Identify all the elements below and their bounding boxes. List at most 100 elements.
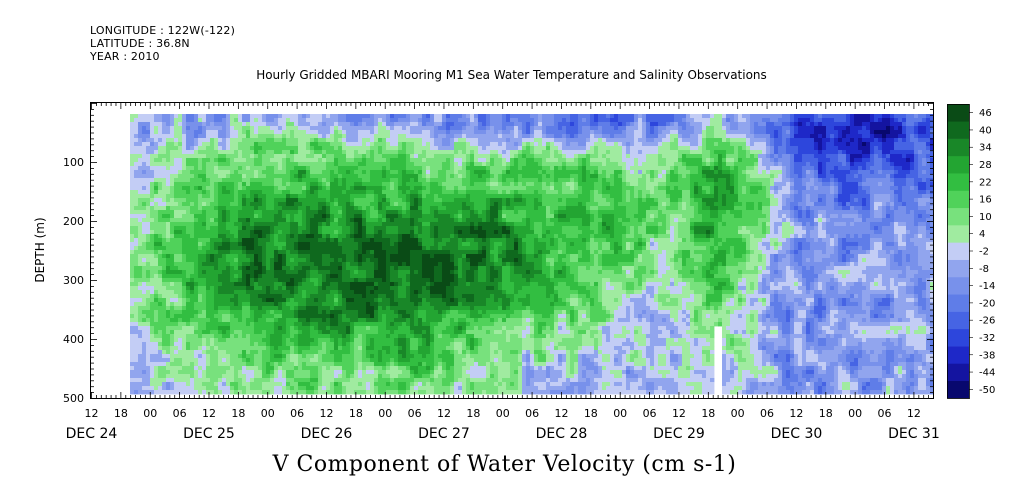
heatmap-cell (146, 186, 151, 191)
heatmap-cell (346, 326, 351, 331)
heatmap-cell (362, 138, 367, 143)
heatmap-cell (230, 166, 235, 171)
heatmap-cell (298, 174, 303, 179)
heatmap-cell (326, 218, 331, 223)
heatmap-cell (402, 234, 407, 239)
heatmap-cell (286, 186, 291, 191)
heatmap-cell (414, 130, 419, 135)
heatmap-cell (234, 334, 239, 339)
heatmap-cell (406, 278, 411, 283)
heatmap-cell (186, 298, 191, 303)
heatmap-cell (178, 342, 183, 347)
heatmap-cell (270, 302, 275, 307)
heatmap-cell (142, 162, 147, 167)
heatmap-cell (142, 114, 147, 119)
heatmap-cell (166, 246, 171, 251)
heatmap-cell (198, 246, 203, 251)
heatmap-cell (394, 334, 399, 339)
heatmap-cell (274, 210, 279, 215)
heatmap-cell (138, 222, 143, 227)
heatmap-cell (246, 314, 251, 319)
heatmap-cell (274, 170, 279, 175)
heatmap-cell (198, 202, 203, 207)
heatmap-cell (194, 294, 199, 299)
heatmap-cell (382, 242, 387, 247)
heatmap-cell (246, 322, 251, 327)
heatmap-cell (250, 122, 255, 127)
heatmap-cell (370, 138, 375, 143)
heatmap-cell (298, 118, 303, 123)
heatmap-cell (146, 322, 151, 327)
heatmap-cell (350, 182, 355, 187)
heatmap-cell (386, 362, 391, 367)
heatmap-cell (282, 194, 287, 199)
heatmap-cell (262, 294, 267, 299)
heatmap-cell (394, 382, 399, 387)
heatmap-cell (298, 214, 303, 219)
heatmap-cell (282, 314, 287, 319)
heatmap-cell (310, 178, 315, 183)
heatmap-cell (234, 210, 239, 215)
heatmap-cell (366, 242, 371, 247)
heatmap-cell (230, 246, 235, 251)
heatmap-cell (370, 226, 375, 231)
heatmap-cell (314, 194, 319, 199)
heatmap-cell (134, 238, 139, 243)
heatmap-cell (242, 162, 247, 167)
heatmap-cell (138, 170, 143, 175)
heatmap-cell (382, 126, 387, 131)
heatmap-cell (194, 262, 199, 267)
heatmap-cell (314, 190, 319, 195)
heatmap-cell (402, 282, 407, 287)
heatmap-cell (286, 274, 291, 279)
heatmap-cell (290, 210, 295, 215)
heatmap-cell (294, 290, 299, 295)
heatmap-cell (222, 246, 227, 251)
heatmap-cell (338, 202, 343, 207)
heatmap-cell (194, 318, 199, 323)
heatmap-cell (222, 374, 227, 379)
heatmap-cell (226, 298, 231, 303)
heatmap-cell (218, 214, 223, 219)
heatmap-cell (298, 122, 303, 127)
heatmap-cell (134, 154, 139, 159)
heatmap-cell (198, 218, 203, 223)
heatmap-cell (394, 182, 399, 187)
heatmap-cell (338, 390, 343, 395)
heatmap-cell (278, 338, 283, 343)
heatmap-cell (386, 194, 391, 199)
heatmap-cell (310, 186, 315, 191)
heatmap-cell (294, 358, 299, 363)
heatmap-cell (214, 170, 219, 175)
heatmap-cell (278, 226, 283, 231)
heatmap-cell (358, 186, 363, 191)
heatmap-cell (230, 282, 235, 287)
heatmap-cell (290, 218, 295, 223)
heatmap-cell (178, 314, 183, 319)
heatmap-cell (286, 314, 291, 319)
heatmap-cell (218, 366, 223, 371)
heatmap-cell (386, 334, 391, 339)
heatmap-cell (198, 126, 203, 131)
heatmap-cell (286, 330, 291, 335)
heatmap-cell (358, 306, 363, 311)
heatmap-cell (210, 386, 215, 391)
heatmap-cell (338, 198, 343, 203)
heatmap-cell (134, 158, 139, 163)
heatmap-cell (342, 142, 347, 147)
heatmap-cell (318, 170, 323, 175)
heatmap-cell (322, 282, 327, 287)
heatmap-cell (182, 374, 187, 379)
heatmap-cell (250, 174, 255, 179)
heatmap-cell (218, 138, 223, 143)
heatmap-cell (330, 338, 335, 343)
heatmap-cell (298, 290, 303, 295)
heatmap-cell (334, 322, 339, 327)
heatmap-cell (230, 158, 235, 163)
heatmap-cell (358, 246, 363, 251)
heatmap-cell (318, 270, 323, 275)
heatmap-cell (290, 274, 295, 279)
heatmap-cell (378, 322, 383, 327)
heatmap-cell (242, 342, 247, 347)
heatmap-cell (174, 286, 179, 291)
